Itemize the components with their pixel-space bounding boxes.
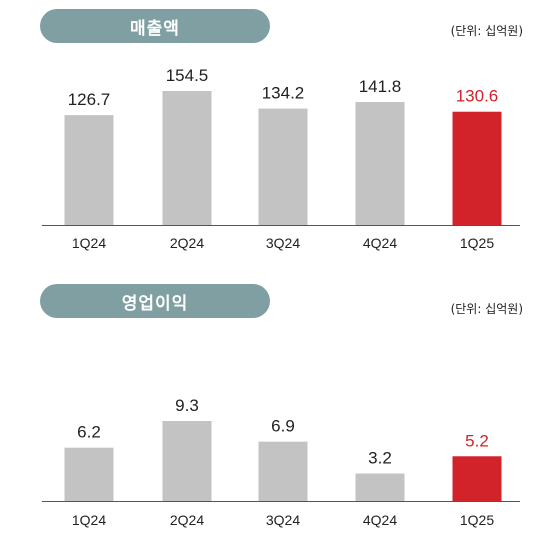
operating-profit-bar-1q24 — [64, 447, 114, 501]
operating-profit-bar-1q25 — [452, 456, 502, 501]
revenue-tick-label-1q24: 1Q24 — [72, 235, 106, 251]
revenue-tick-label-4q24: 4Q24 — [363, 235, 397, 251]
operating-profit-value-label-4q24: 3.2 — [368, 448, 392, 467]
operating-profit-tick-label-1q24: 1Q24 — [72, 512, 106, 528]
operating-profit-title-pill: 영업이익 — [40, 284, 270, 318]
revenue-unit-label: (단위: 십억원) — [450, 24, 523, 38]
revenue-panel: 매출액 (단위: 십억원) 126.7 1Q24 154.5 2Q24 134.2 3Q2… — [0, 0, 553, 270]
operating-profit-tick-label-3q24: 3Q24 — [266, 512, 300, 528]
revenue-value-label-1q24: 126.7 — [68, 90, 111, 109]
revenue-bar-3q24 — [258, 108, 308, 225]
revenue-value-label-4q24: 141.8 — [359, 77, 402, 96]
revenue-bar-2q24 — [162, 91, 212, 225]
revenue-tick-label-2q24: 2Q24 — [170, 235, 204, 251]
revenue-tick-label-1q25: 1Q25 — [460, 235, 494, 251]
operating-profit-value-label-3q24: 6.9 — [271, 417, 295, 436]
operating-profit-value-label-1q25: 5.2 — [465, 431, 489, 450]
revenue-value-label-3q24: 134.2 — [262, 84, 305, 103]
revenue-bar-1q24 — [64, 115, 114, 225]
revenue-bar-1q25 — [452, 111, 502, 225]
revenue-tick-label-3q24: 3Q24 — [266, 235, 300, 251]
revenue-value-label-1q25: 130.6 — [456, 87, 499, 106]
operating-profit-bar-2q24 — [162, 421, 212, 501]
operating-profit-tick-label-2q24: 2Q24 — [170, 512, 204, 528]
operating-profit-bar-4q24 — [355, 473, 405, 501]
operating-profit-unit-label: (단위: 십억원) — [450, 302, 523, 316]
operating-profit-bar-3q24 — [258, 441, 308, 501]
revenue-value-label-2q24: 154.5 — [166, 66, 209, 85]
operating-profit-tick-label-4q24: 4Q24 — [363, 512, 397, 528]
operating-profit-value-label-1q24: 6.2 — [77, 423, 101, 442]
revenue-bar-4q24 — [355, 102, 405, 225]
operating-profit-value-label-2q24: 9.3 — [175, 396, 199, 415]
operating-profit-tick-label-1q25: 1Q25 — [460, 512, 494, 528]
revenue-bar-chart: 126.7 1Q24 154.5 2Q24 134.2 3Q24 141.8 4Q24 130.… — [42, 66, 520, 251]
revenue-title-pill: 매출액 — [40, 9, 270, 43]
